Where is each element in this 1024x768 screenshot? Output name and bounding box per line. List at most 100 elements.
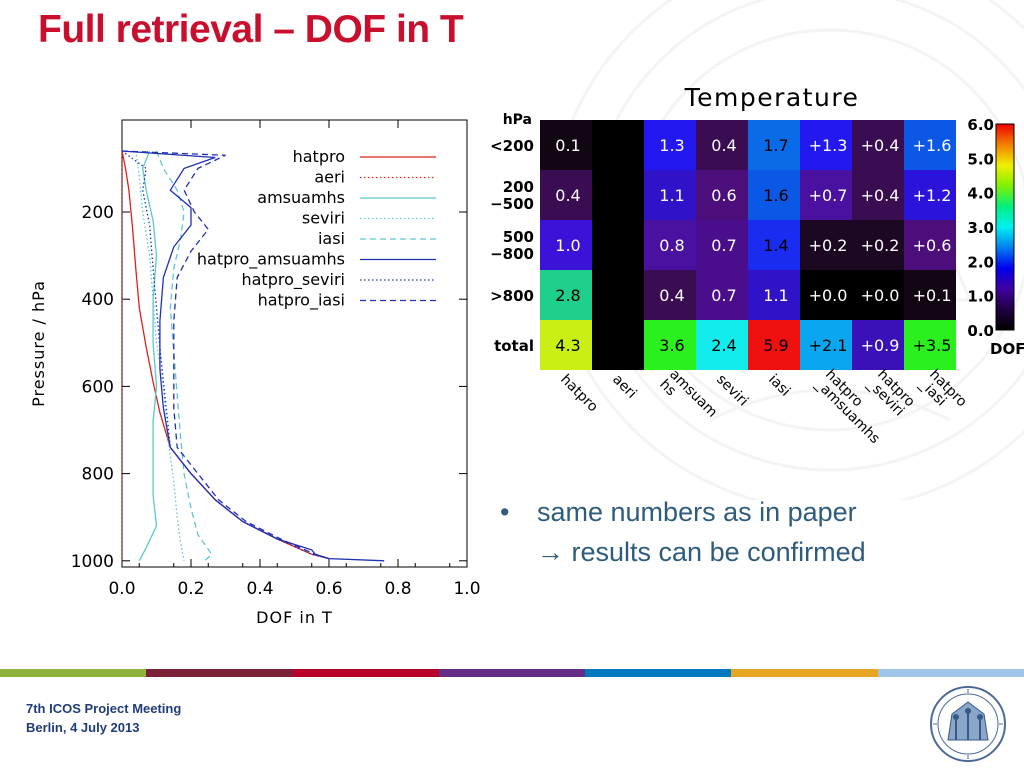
heatmap-cell-value: 0.6 xyxy=(711,186,736,205)
heatmap-cell xyxy=(904,270,956,320)
heatmap-cell xyxy=(904,220,956,270)
heatmap-col-label: hatpro_iasi xyxy=(916,367,970,411)
bullet-line-2: results can be confirmed xyxy=(571,537,866,567)
heatmap-row-label: −800 xyxy=(490,245,534,263)
heatmap-cell xyxy=(904,320,956,370)
heatmap-cell xyxy=(696,320,748,370)
heatmap-cell xyxy=(644,320,696,370)
colorbar-tick-label: 1.0 xyxy=(967,288,994,306)
footer-stripe xyxy=(292,669,439,677)
heatmap-cell-value: +1.3 xyxy=(809,136,848,155)
heatmap-cell-value: +0.9 xyxy=(861,336,900,355)
colorbar xyxy=(995,123,1015,331)
heatmap-cell xyxy=(748,220,800,270)
footer-stripe xyxy=(438,669,586,677)
heatmap-row-label: <200 xyxy=(490,137,534,155)
heatmap-cell xyxy=(748,170,800,220)
heatmap-cell xyxy=(852,170,904,220)
colorbar-tick-label: 5.0 xyxy=(967,150,994,168)
heatmap-cell-value: 0.4 xyxy=(555,186,580,205)
heatmap-cell xyxy=(696,120,748,170)
heatmap-cell xyxy=(852,320,904,370)
heatmap-cell-value: +1.6 xyxy=(913,136,952,155)
y-tick-label: 1000 xyxy=(71,552,114,572)
x-tick-label: 0.2 xyxy=(177,579,204,599)
heatmap-cell-value: 1.1 xyxy=(659,186,684,205)
heatmap-cell xyxy=(800,220,852,270)
heatmap-cell-value: +0.4 xyxy=(861,136,900,155)
heatmap-cell xyxy=(696,170,748,220)
footer-stripe xyxy=(585,669,732,677)
footer-color-stripes xyxy=(0,669,1024,677)
bullet-dot: • xyxy=(500,497,510,527)
x-tick-label: 0.0 xyxy=(108,579,135,599)
x-tick-label: 1.0 xyxy=(453,579,480,599)
heatmap-cell-value: 1.4 xyxy=(763,236,788,255)
series-line-amsuamhs xyxy=(138,150,158,562)
heatmap-cell-value: +0.0 xyxy=(809,286,848,305)
bullet-point: • same numbers as in paper → results can… xyxy=(500,492,1000,572)
legend-label: amsuamhs xyxy=(257,188,345,207)
heatmap-title: Temperature xyxy=(684,83,860,112)
y-tick-label: 600 xyxy=(82,377,114,397)
heatmap-cell xyxy=(592,320,644,370)
heatmap-cell xyxy=(800,320,852,370)
heatmap-cell xyxy=(540,170,592,220)
heatmap-cell-value: 2.4 xyxy=(711,336,736,355)
series-line-seviri xyxy=(135,150,185,561)
row-unit-label: hPa xyxy=(503,112,532,128)
heatmap-cell-value: 1.7 xyxy=(763,136,788,155)
footer-stripe xyxy=(146,669,293,677)
heatmap-row-label: 500 xyxy=(503,228,534,246)
arrow-icon: → xyxy=(537,537,564,567)
heatmap-col-label-text: aeri xyxy=(609,372,639,402)
heatmap-cell xyxy=(800,170,852,220)
heatmap-cell-value: 1.6 xyxy=(763,186,788,205)
footer-text: 7th ICOS Project Meeting Berlin, 4 July … xyxy=(26,699,181,737)
heatmap-cell xyxy=(644,220,696,270)
footer-stripe xyxy=(731,669,878,677)
legend-label: hatpro xyxy=(293,147,345,166)
footer-line-2: Berlin, 4 July 2013 xyxy=(26,720,140,735)
heatmap-col-label: hatpro xyxy=(557,372,601,416)
x-tick-label: 0.4 xyxy=(246,579,273,599)
heatmap-cell-value: 0.7 xyxy=(711,286,736,305)
heatmap-row-label: −500 xyxy=(490,195,534,213)
heatmap-cell xyxy=(592,270,644,320)
heatmap-col-label: hatpro_seviri xyxy=(864,367,918,420)
heatmap-cell-value: 0.4 xyxy=(711,136,736,155)
heatmap-cell xyxy=(904,120,956,170)
legend-label: seviri xyxy=(302,209,345,228)
heatmap-col-label: seviri xyxy=(713,372,751,410)
series-line-iasi xyxy=(155,150,213,562)
university-seal-icon xyxy=(930,686,1006,762)
heatmap-cell-value: 2.8 xyxy=(555,286,580,305)
x-axis-label: DOF in T xyxy=(256,608,333,627)
heatmap-cell-value: 0.8 xyxy=(659,236,684,255)
heatmap-cell xyxy=(644,120,696,170)
series-line-hatpro-iasi xyxy=(121,150,330,560)
heatmap-cell xyxy=(904,170,956,220)
heatmap-cell xyxy=(800,270,852,320)
legend-label: aeri xyxy=(314,168,345,187)
y-tick-label: 400 xyxy=(82,290,114,310)
colorbar-tick-label: 3.0 xyxy=(967,219,994,237)
heatmap-cell xyxy=(592,170,644,220)
legend-label: hatpro_iasi xyxy=(258,291,345,311)
heatmap-cell xyxy=(852,220,904,270)
heatmap-cell xyxy=(644,170,696,220)
heatmap-cell xyxy=(748,320,800,370)
heatmap-cell xyxy=(852,120,904,170)
colorbar-tick-label: 0.0 xyxy=(967,322,994,340)
bullet-line-1: same numbers as in paper xyxy=(537,497,857,527)
heatmap-cell-value: 3.6 xyxy=(659,336,684,355)
footer-line-1: 7th ICOS Project Meeting xyxy=(26,701,182,716)
heatmap-row-label: >800 xyxy=(490,287,534,305)
heatmap-cell-value: 0.1 xyxy=(555,136,580,155)
heatmap-cell-value: +3.5 xyxy=(913,336,952,355)
heatmap-col-label-text: hatpro xyxy=(557,372,601,416)
slide-title: Full retrieval – DOF in T xyxy=(38,8,464,51)
colorbar-tick-label: 6.0 xyxy=(967,116,994,134)
legend-label: hatpro_amsuamhs xyxy=(197,250,345,270)
heatmap-row-label: 200 xyxy=(503,178,534,196)
